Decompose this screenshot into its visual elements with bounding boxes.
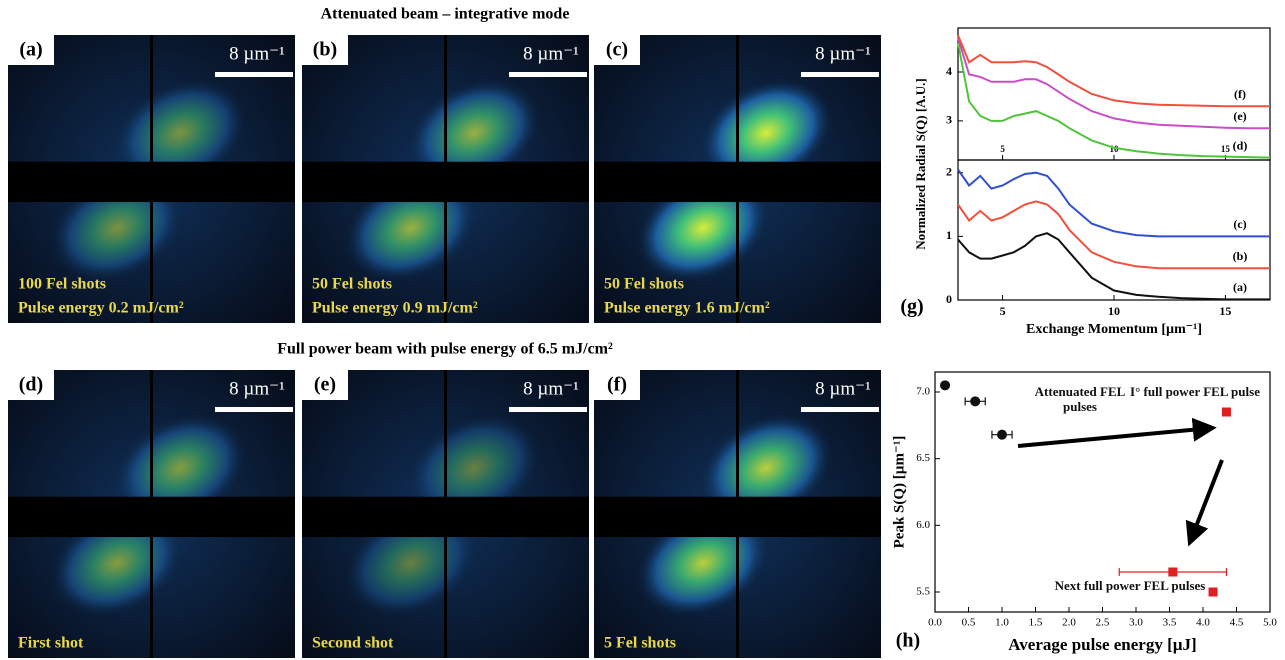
panel-label: (h) <box>896 630 920 652</box>
annotation: Next full power FEL pulses <box>1010 578 1250 593</box>
annotation: I° full power FEL pulse <box>1120 384 1270 399</box>
scale-label: 8 µm⁻¹ <box>815 378 871 399</box>
beam-stop <box>444 370 447 658</box>
curve-label: (e) <box>1233 109 1246 123</box>
caption: Pulse energy 0.9 mJ/cm² <box>312 300 478 317</box>
caption: Second shot <box>312 635 394 652</box>
y-tick-label: 6.5 <box>916 452 930 464</box>
curve-label: (f) <box>1234 87 1246 101</box>
plot-frame <box>958 28 1270 160</box>
y-tick-label: 6.0 <box>916 519 930 531</box>
panel-label: (g) <box>900 296 923 318</box>
scale-label: 8 µm⁻¹ <box>229 378 285 399</box>
diffraction-image: (c) 8 µm⁻¹ 50 Fel shots Pulse energy 1.6 mJ… <box>594 35 881 323</box>
data-line <box>958 170 1270 237</box>
x-tick-label: 5 <box>1000 144 1005 154</box>
panel-label: (f) <box>607 374 627 396</box>
curve-label: (b) <box>1233 249 1248 263</box>
scale-bar <box>509 72 587 77</box>
caption: 5 Fel shots <box>604 635 676 652</box>
beam-stop <box>736 35 739 323</box>
scale-label: 8 µm⁻¹ <box>523 378 579 399</box>
x-tick-label: 15 <box>1219 304 1231 318</box>
data-line <box>958 233 1270 299</box>
panel-label: (d) <box>19 374 43 396</box>
x-tick-label: 4.0 <box>1196 617 1210 629</box>
point <box>997 430 1007 440</box>
panel-label: (a) <box>19 39 42 61</box>
panel-label: (c) <box>606 39 628 61</box>
y-tick-label: 7.0 <box>916 386 930 398</box>
scale-bar <box>801 72 879 77</box>
x-tick-label: 2.5 <box>1096 617 1110 629</box>
diffraction-image: (d) 8 µm⁻¹ First shot <box>8 370 295 658</box>
diffraction-image: (e) 8 µm⁻¹ Second shot <box>302 370 589 658</box>
scale-bar <box>215 72 293 77</box>
y-tick-label: 1 <box>946 228 952 242</box>
x-axis-title: Average pulse energy [µJ] <box>1008 635 1196 654</box>
x-tick-label: 0.5 <box>962 617 976 629</box>
y-tick-label: 2 <box>946 164 952 178</box>
x-tick-label: 15 <box>1221 144 1231 154</box>
curve-label: (c) <box>1233 217 1246 231</box>
caption: Pulse energy 0.2 mJ/cm² <box>18 300 184 317</box>
x-tick-label: 5 <box>1000 304 1006 318</box>
data-line <box>958 38 1270 128</box>
x-tick-label: 2.0 <box>1062 617 1076 629</box>
point <box>970 396 980 406</box>
x-tick-label: 3.5 <box>1163 617 1177 629</box>
panel-label: (e) <box>314 374 336 396</box>
caption: 100 Fel shots <box>18 276 106 293</box>
x-tick-label: 1.5 <box>1029 617 1043 629</box>
figure: Attenuated beam – integrative mode Full … <box>0 0 1285 660</box>
caption: 50 Fel shots <box>604 276 684 293</box>
scale-label: 8 µm⁻¹ <box>815 43 871 64</box>
diffraction-image: (b) 8 µm⁻¹ 50 Fel shots Pulse energy 0.9 mJ… <box>302 35 589 323</box>
data-line <box>958 201 1270 268</box>
x-axis-title: Exchange Momentum [µm⁻¹] <box>1026 322 1202 337</box>
panel-label: (b) <box>313 39 337 61</box>
heading: Attenuated beam – integrative mode <box>321 6 570 23</box>
x-tick-label: 10 <box>1108 304 1120 318</box>
diffraction-image: (a) 8 µm⁻¹ 100 Fel shots Pulse energy 0.2 m… <box>8 35 295 323</box>
beam-stop <box>736 370 739 658</box>
arrow <box>1190 460 1222 542</box>
y-tick-label: 5.5 <box>916 586 930 598</box>
point <box>1222 408 1231 417</box>
plot-frame <box>958 160 1270 300</box>
arrow <box>1018 428 1212 446</box>
scale-label: 8 µm⁻¹ <box>229 43 285 64</box>
figure-canvas: Attenuated beam – integrative mode Full … <box>0 0 1285 660</box>
x-tick-label: 1.0 <box>995 617 1009 629</box>
y-axis-title: Normalized Radial S(Q) [A.U.] <box>913 78 928 250</box>
curve-label: (a) <box>1233 280 1247 294</box>
curve-label: (d) <box>1233 138 1248 152</box>
beam-stop <box>444 35 447 323</box>
scale-bar <box>215 407 293 412</box>
caption: 50 Fel shots <box>312 276 392 293</box>
beam-stop <box>150 35 153 323</box>
x-tick-label: 3.0 <box>1129 617 1143 629</box>
scale-label: 8 µm⁻¹ <box>523 43 579 64</box>
point <box>940 380 950 390</box>
annotation: Attenuated FEL pulses <box>1025 384 1135 414</box>
heading: Full power beam with pulse energy of 6.5… <box>277 341 613 358</box>
x-tick-label: 5.0 <box>1263 617 1277 629</box>
caption: First shot <box>18 635 84 652</box>
scale-bar <box>509 407 587 412</box>
caption: Pulse energy 1.6 mJ/cm² <box>604 300 770 317</box>
data-line <box>958 35 1270 106</box>
y-axis-title: Peak S(Q) [µm⁻¹] <box>891 436 907 549</box>
x-tick-label: 0.0 <box>928 617 942 629</box>
diffraction-image: (f) 8 µm⁻¹ 5 Fel shots <box>594 370 881 658</box>
point <box>1168 568 1177 577</box>
beam-stop <box>150 370 153 658</box>
y-tick-label: 3 <box>946 113 952 127</box>
y-tick-label: 4 <box>946 64 952 78</box>
scale-bar <box>801 407 879 412</box>
x-tick-label: 4.5 <box>1230 617 1244 629</box>
y-tick-label: 0 <box>946 292 952 306</box>
